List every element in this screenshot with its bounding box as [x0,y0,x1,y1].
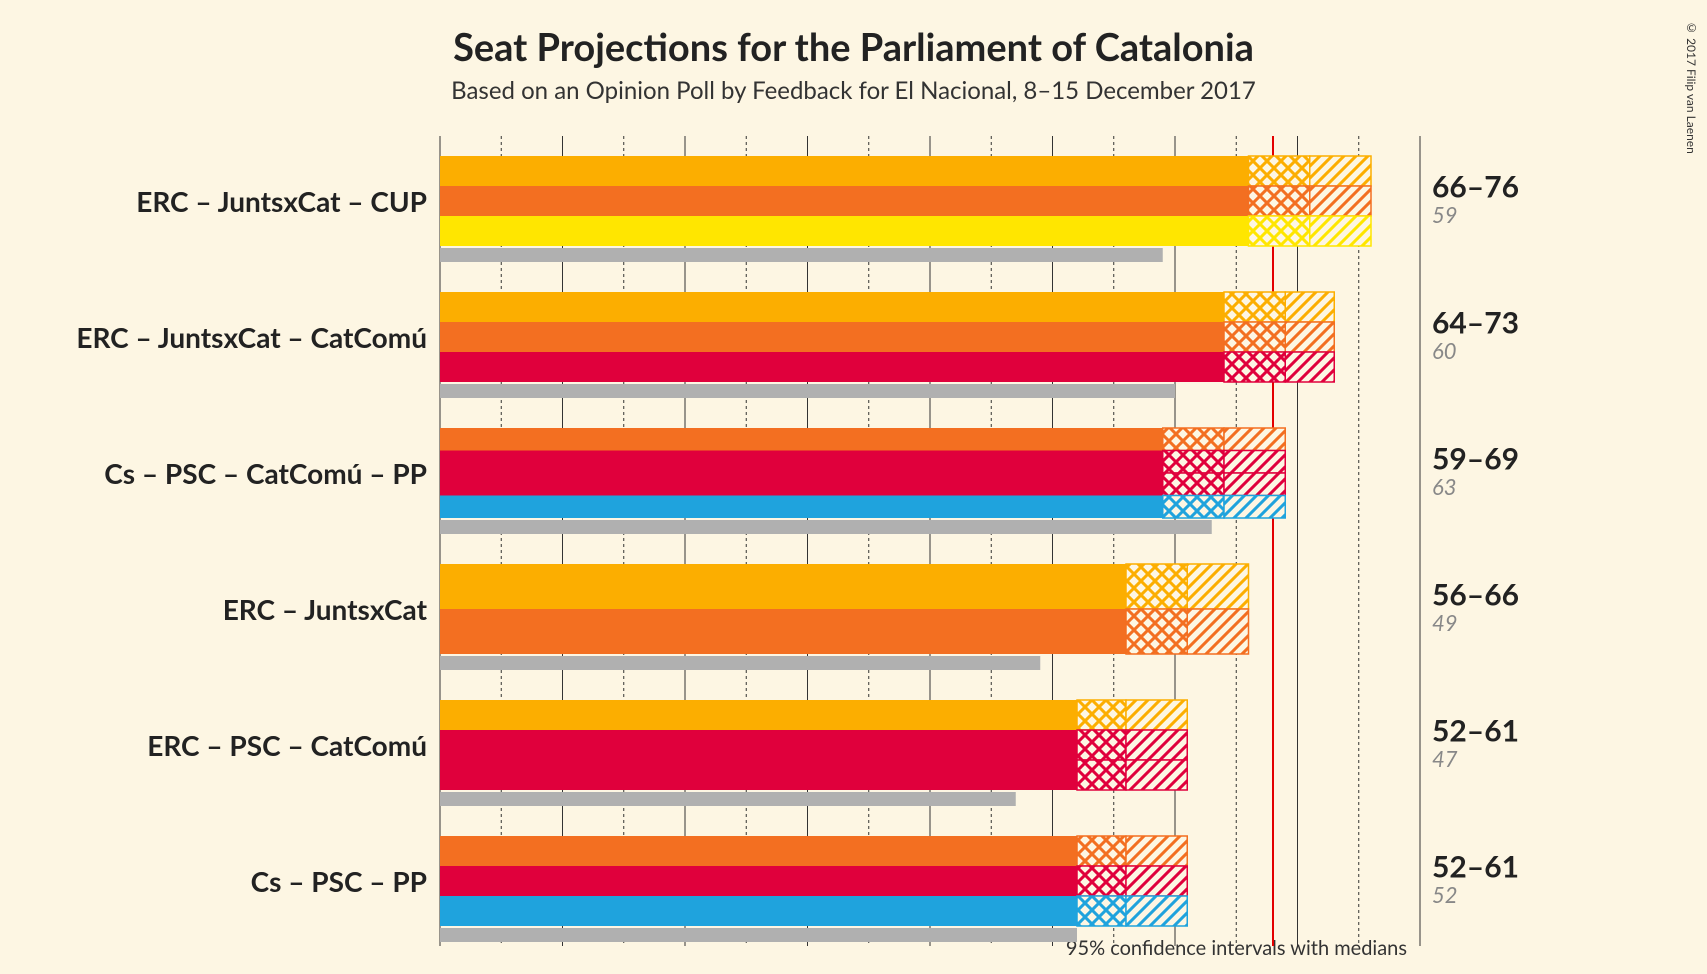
bar-ci-low [1249,216,1310,246]
bar-ci-low [1077,866,1126,896]
bar-ci-high [1310,156,1371,186]
row-label: ERC – JuntsxCat [223,592,427,626]
bar-solid [440,836,1077,866]
bar-solid [440,730,1077,760]
value-prev: 52 [1432,881,1458,908]
bar-solid [440,700,1077,730]
value-range: 56–66 [1432,577,1519,613]
bar-ci-high [1126,836,1187,866]
bar-solid [440,216,1249,246]
bar-ci-high [1126,760,1187,790]
bar-solid [440,896,1077,926]
bar-ci-low [1163,451,1224,474]
bar-ci-high [1126,866,1187,896]
bar-ci-high [1310,216,1371,246]
value-range: 64–73 [1432,305,1519,341]
bar-ci-low [1249,186,1310,216]
bar-ci-low [1224,322,1285,352]
bar-solid [440,496,1163,519]
value-range: 59–69 [1432,441,1519,477]
bar-ci-low [1249,156,1310,186]
prev-bar [440,384,1175,398]
bar-ci-low [1126,609,1187,654]
bar-ci-low [1077,730,1126,760]
row-label: Cs – PSC – PP [251,864,427,898]
value-range: 52–61 [1432,713,1519,749]
bar-ci-high [1285,322,1334,352]
bar-ci-high [1224,451,1285,474]
bar-solid [440,760,1077,790]
value-prev: 59 [1432,201,1458,228]
bar-ci-low [1126,564,1187,609]
bar-ci-low [1224,352,1285,382]
bar-solid [440,322,1224,352]
bar-ci-high [1126,730,1187,760]
bar-ci-high [1285,292,1334,322]
value-prev: 49 [1432,609,1458,636]
bar-ci-low [1077,836,1126,866]
bar-ci-high [1285,352,1334,382]
bar-ci-low [1163,496,1224,519]
bar-ci-low [1224,292,1285,322]
bar-ci-low [1163,473,1224,496]
bar-solid [440,866,1077,896]
bar-ci-low [1163,428,1224,451]
prev-bar [440,792,1016,806]
row-label: ERC – JuntsxCat – CatComú [76,320,427,354]
bar-solid [440,609,1126,654]
prev-bar [440,520,1212,534]
bar-ci-high [1187,609,1248,654]
row-label: ERC – PSC – CatComú [147,728,427,762]
bar-solid [440,564,1126,609]
row-label: ERC – JuntsxCat – CUP [136,184,427,218]
bar-solid [440,451,1163,474]
bar-ci-high [1126,700,1187,730]
value-prev: 60 [1432,337,1457,364]
prev-bar [440,928,1077,942]
prev-bar [440,248,1163,262]
bar-ci-low [1077,896,1126,926]
bar-ci-high [1187,564,1248,609]
bar-ci-high [1310,186,1371,216]
bar-ci-high [1224,496,1285,519]
value-prev: 63 [1432,473,1457,500]
value-range: 52–61 [1432,849,1519,885]
bar-solid [440,156,1249,186]
bar-ci-high [1126,896,1187,926]
value-prev: 47 [1432,745,1458,772]
value-range: 66–76 [1432,169,1519,205]
prev-bar [440,656,1040,670]
bar-ci-high [1224,428,1285,451]
bar-ci-low [1077,760,1126,790]
bar-ci-high [1224,473,1285,496]
bar-solid [440,292,1224,322]
bar-solid [440,186,1249,216]
bar-solid [440,352,1224,382]
bar-solid [440,473,1163,496]
bar-ci-low [1077,700,1126,730]
bar-solid [440,428,1163,451]
row-label: Cs – PSC – CatComú – PP [104,456,427,490]
